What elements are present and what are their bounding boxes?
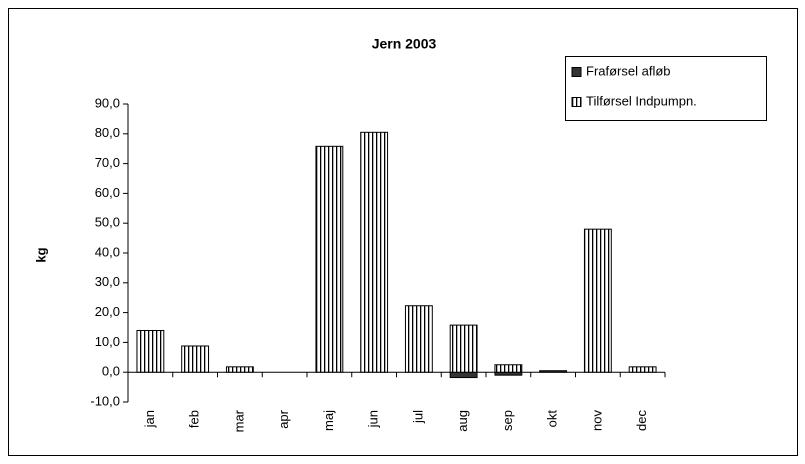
y-tick-label: 80,0	[95, 125, 120, 140]
bar	[315, 145, 344, 373]
x-tick-label: feb	[187, 410, 202, 428]
bar	[539, 370, 568, 373]
bar	[449, 324, 478, 373]
y-tick-label: 40,0	[95, 244, 120, 259]
x-tick-label: apr	[276, 409, 291, 428]
bar	[181, 345, 210, 373]
bar	[583, 228, 612, 373]
bar	[136, 329, 165, 373]
y-tick-label: 50,0	[95, 215, 120, 230]
y-tick-label: 0,0	[102, 364, 120, 379]
bar	[225, 366, 254, 373]
bar	[404, 305, 433, 373]
chart-title: Jern 2003	[372, 36, 437, 52]
y-tick-label: 70,0	[95, 155, 120, 170]
legend-label: Fraførsel afløb	[586, 63, 671, 78]
y-tick-label: 90,0	[95, 95, 120, 110]
x-tick-label: nov	[589, 410, 604, 431]
x-tick-label: okt	[545, 410, 560, 428]
bar	[494, 364, 523, 373]
legend-label: Tilførsel Indpumpn.	[586, 93, 697, 108]
x-tick-label: jan	[142, 410, 157, 428]
legend-box	[565, 56, 767, 121]
y-tick-label: 30,0	[95, 274, 120, 289]
x-tick-label: jun	[366, 410, 381, 428]
bar	[628, 366, 657, 373]
y-axis-label: kg	[33, 247, 48, 262]
bar	[449, 371, 478, 379]
y-tick-label: -10,0	[90, 393, 120, 408]
x-tick-label: jul	[410, 410, 425, 424]
x-tick-label: dec	[634, 410, 649, 431]
x-tick-label: sep	[500, 410, 515, 431]
y-tick-label: 10,0	[95, 334, 120, 349]
bar	[360, 131, 389, 373]
x-tick-label: aug	[455, 410, 470, 432]
x-tick-label: maj	[321, 410, 336, 431]
x-tick-label: mar	[231, 409, 246, 432]
legend-swatch	[571, 67, 582, 77]
y-tick-label: 20,0	[95, 304, 120, 319]
legend-swatch	[571, 97, 582, 107]
y-tick-label: 60,0	[95, 185, 120, 200]
